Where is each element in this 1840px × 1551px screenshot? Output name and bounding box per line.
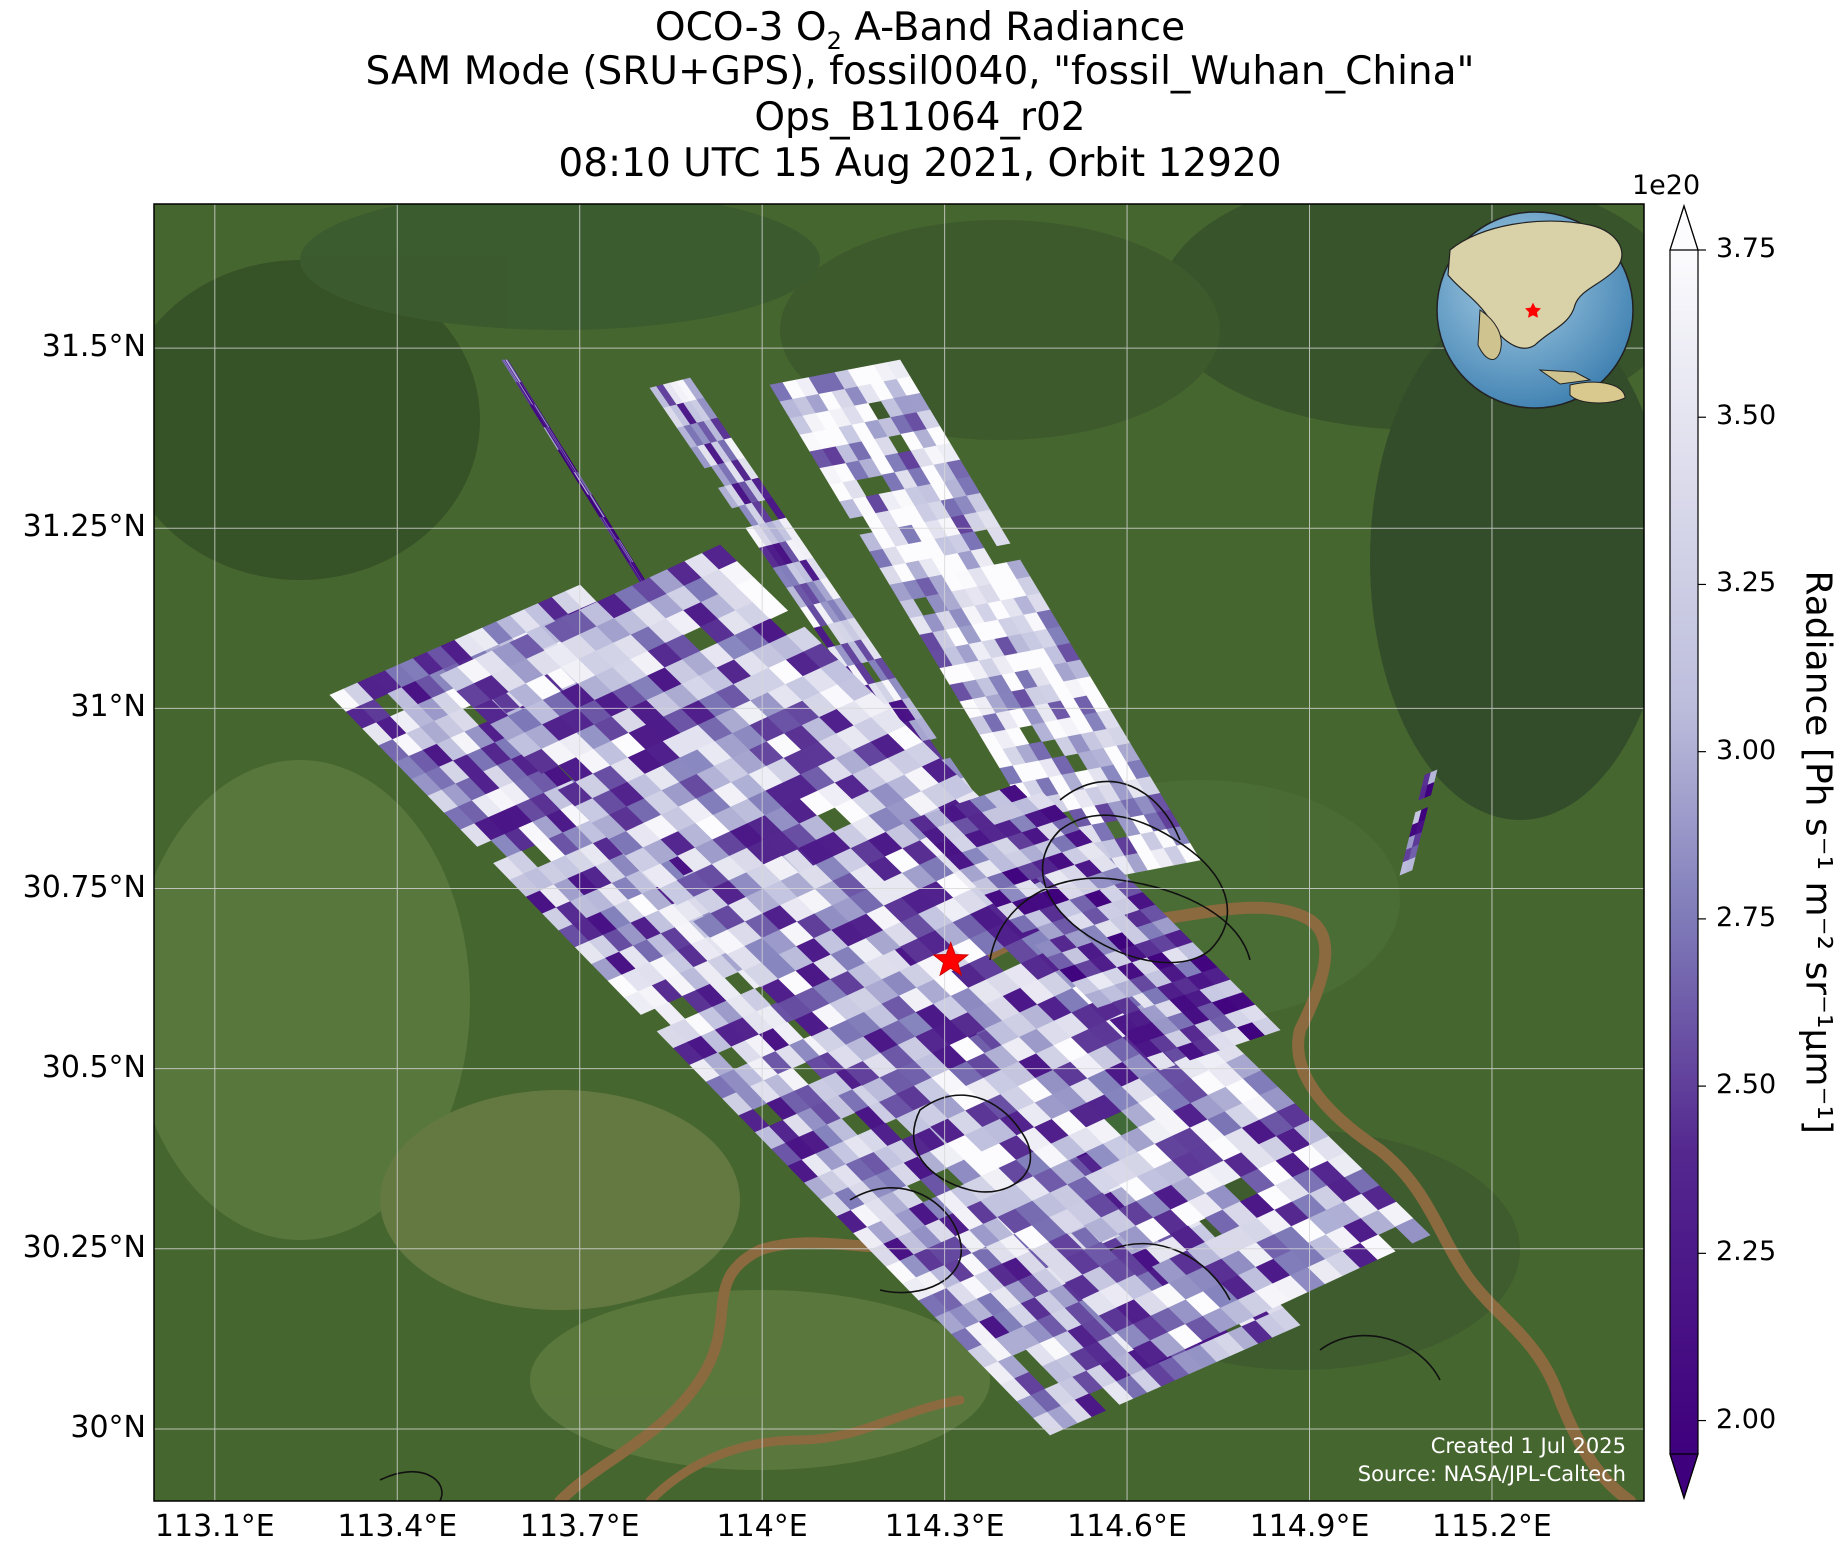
lat-tick-label: 30.5°N (41, 1049, 146, 1085)
colorbar-tick-label: 2.50 (1716, 1069, 1777, 1101)
lat-tick-label: 30°N (70, 1409, 146, 1445)
lon-tick-label: 114.9°E (1249, 1509, 1370, 1544)
radiance-sounding (1424, 781, 1435, 799)
graticule (154, 204, 1644, 1501)
radiance-swaths (329, 359, 1438, 1436)
globe-india-landmass (1477, 309, 1502, 360)
title-prefix: OCO-3 O (654, 5, 827, 50)
colorbar-tick-label: 3.75 (1716, 233, 1777, 264)
colorbar-tick-label: 2.00 (1716, 1403, 1777, 1435)
title-suffix: A-Band Radiance (841, 5, 1186, 50)
globe-australia-landmass (1569, 381, 1626, 404)
lon-tick-label: 113.4°E (337, 1509, 458, 1544)
urban-contours (379, 780, 1441, 1501)
globe-site-star-icon (1525, 302, 1541, 318)
lat-tick-label: 31.5°N (41, 329, 146, 365)
inset-globe (1436, 211, 1634, 409)
colorbar-extend-min (1669, 1453, 1699, 1500)
colorbar-tick-label: 3.25 (1716, 567, 1777, 599)
lon-tick-label: 113.7°E (519, 1509, 640, 1544)
title-line-2: SAM Mode (SRU+GPS), fossil0040, "fossil_… (365, 49, 1475, 94)
colorbar-tick-label: 2.25 (1716, 1236, 1777, 1268)
radiance-sounding (1405, 856, 1416, 874)
map-area (154, 204, 1644, 1501)
lat-tick-label: 30.25°N (22, 1229, 146, 1265)
radiance-sounding (1269, 1307, 1301, 1332)
credit-source: Source: NASA/JPL-Caltech (1357, 1462, 1626, 1486)
radiance-sounding (986, 526, 1011, 547)
radiance-sounding (1360, 1234, 1396, 1260)
radiance-sounding (1395, 1218, 1431, 1244)
map-frame (153, 203, 1645, 1502)
target-site-star-icon (932, 941, 970, 977)
radiance-sounding (1146, 1052, 1176, 1071)
title-line-3: Ops_B11064_r02 (754, 95, 1086, 140)
colorbar-label: Radiance [Ph s⁻¹ m⁻² sr⁻¹μm⁻¹] (1797, 570, 1839, 1134)
colorbar (1669, 204, 1706, 1500)
title-subscript: 2 (826, 26, 842, 55)
radiance-sounding (1251, 1017, 1281, 1036)
lat-tick-label: 31.25°N (22, 509, 146, 545)
title-line-4: 08:10 UTC 15 Aug 2021, Orbit 12920 (558, 141, 1282, 186)
radiance-sounding (1074, 1393, 1107, 1418)
lat-tick-label: 30.75°N (22, 869, 146, 905)
globe-indonesia-landmass (1538, 369, 1592, 385)
river-han (645, 1395, 965, 1501)
lon-tick-label: 114°E (716, 1509, 808, 1544)
lon-tick-label: 115.2°E (1432, 1509, 1552, 1544)
title-line-1: OCO-3 O2 A-Band Radiance (0, 6, 1840, 63)
colorbar-multiplier: 1e20 (1632, 170, 1701, 201)
colorbar-extend-max (1669, 204, 1699, 251)
radiance-sounding (915, 717, 937, 741)
colorbar-tick-label: 3.00 (1716, 734, 1777, 766)
lon-tick-label: 113.1°E (154, 1509, 275, 1544)
lon-tick-label: 114.6°E (1067, 1509, 1187, 1544)
lon-tick-label: 114.3°E (884, 1509, 1005, 1544)
radiance-sounding (1176, 842, 1201, 863)
credit-created: Created 1 Jul 2025 (1430, 1434, 1626, 1458)
colorbar-tick-label: 2.75 (1716, 901, 1777, 933)
colorbar-tick-label: 3.50 (1716, 400, 1777, 432)
lat-tick-label: 31°N (70, 689, 146, 725)
colorbar-gradient (1670, 250, 1698, 1454)
